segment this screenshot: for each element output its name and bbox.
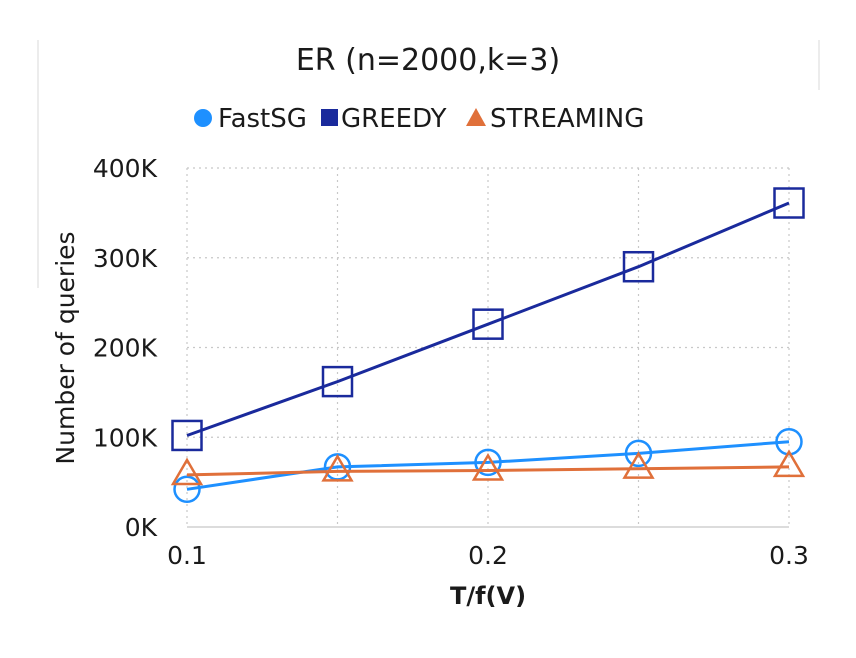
data-point-greedy: [321, 365, 354, 398]
x-tick-label: 0.1: [167, 541, 207, 570]
y-tick-label: 300K: [93, 244, 158, 273]
data-point-streaming: [471, 452, 505, 481]
legend-label-streaming: STREAMING: [490, 104, 644, 134]
plot-grid: [186, 167, 790, 528]
y-tick-label: 0K: [125, 513, 158, 542]
data-point-streaming: [772, 449, 806, 478]
legend-marker-greedy: [321, 109, 338, 126]
data-point-fastsg: [173, 475, 201, 504]
y-tick-label: 200K: [93, 334, 158, 363]
x-axis-ticks: 0.1 0.2 0.3: [167, 541, 809, 570]
series-line-streaming: [186, 465, 790, 477]
legend-item-fastsg: FastSG: [194, 104, 307, 134]
series-layer: [170, 187, 806, 504]
legend-label-fastsg: FastSG: [218, 104, 307, 134]
data-point-fastsg: [624, 439, 653, 468]
legend-marker-streaming: [466, 108, 486, 126]
y-axis-ticks: 0K 100K 200K 300K 400K: [93, 154, 158, 542]
data-point-greedy: [622, 250, 655, 283]
data-point-fastsg: [474, 448, 502, 477]
legend-item-greedy: GREEDY: [321, 104, 447, 134]
series-fastsg: [173, 427, 803, 504]
y-tick-label: 400K: [93, 154, 158, 183]
data-point-streaming: [622, 451, 655, 479]
x-axis-label: T/f(V): [450, 582, 526, 610]
data-point-streaming: [170, 457, 204, 486]
y-axis-label: Number of queries: [51, 231, 80, 464]
y-tick-label: 100K: [93, 423, 158, 452]
legend-label-greedy: GREEDY: [341, 104, 447, 134]
series-line-greedy: [186, 201, 790, 437]
chart-title: ER (n=2000,k=3): [296, 43, 560, 78]
data-point-greedy: [773, 187, 805, 219]
legend-marker-fastsg: [194, 109, 212, 127]
legend: FastSG GREEDY STREAMING: [194, 104, 644, 134]
legend-item-streaming: STREAMING: [466, 104, 644, 134]
data-point-greedy: [472, 308, 504, 340]
series-greedy: [171, 187, 805, 452]
x-tick-label: 0.3: [769, 541, 809, 570]
data-point-streaming: [321, 453, 354, 482]
series-line-fastsg: [186, 440, 790, 491]
x-tick-label: 0.2: [468, 541, 508, 570]
data-point-greedy: [171, 419, 203, 452]
series-streaming: [170, 449, 806, 486]
